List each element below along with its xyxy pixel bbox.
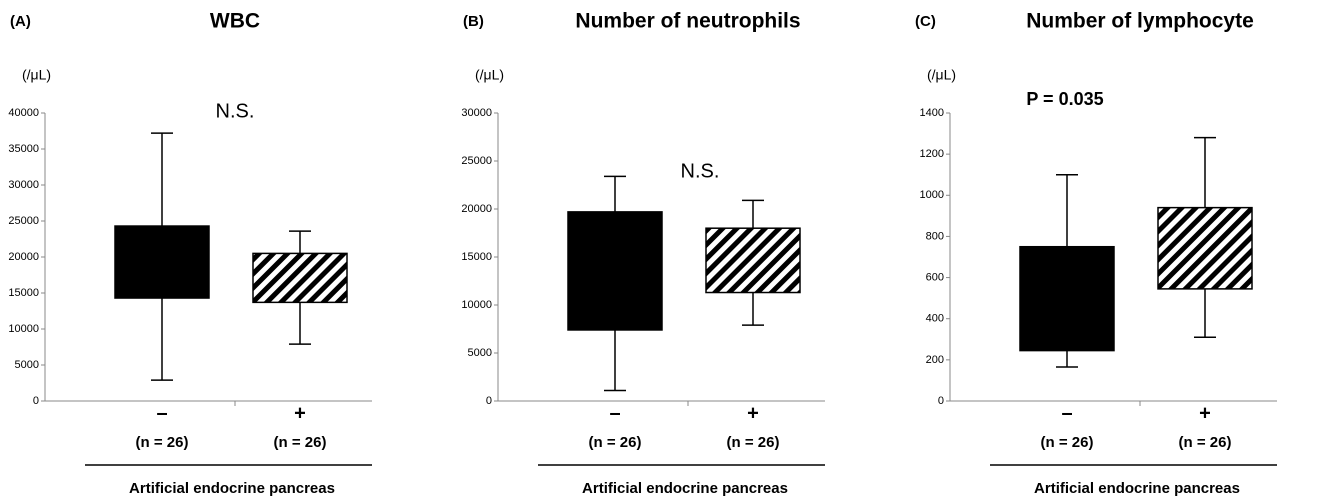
y-tick-label: 1200: [920, 148, 944, 160]
y-tick-label: 5000: [468, 347, 492, 359]
y-unit-label: (/μL): [475, 67, 504, 83]
y-tick-label: 25000: [8, 215, 39, 227]
box: [252, 252, 348, 304]
y-tick-label: 30000: [8, 179, 39, 191]
y-tick-label: 15000: [461, 251, 492, 263]
n-label: (n = 26): [274, 434, 327, 451]
x-tick-label: –: [1061, 402, 1072, 424]
n-label: (n = 26): [727, 434, 780, 451]
x-tick-label: –: [609, 402, 620, 424]
y-tick-label: 10000: [8, 323, 39, 335]
panel-label: (B): [463, 13, 484, 30]
n-label: (n = 26): [589, 434, 642, 451]
y-tick-label: 400: [926, 313, 944, 325]
box: [114, 225, 210, 299]
y-tick-label: 800: [926, 230, 944, 242]
annotation: N.S.: [681, 160, 720, 182]
x-tick-label: +: [294, 402, 306, 424]
x-tick-label: +: [747, 402, 759, 424]
x-axis-title: Artificial endocrine pancreas: [1034, 480, 1240, 497]
y-tick-label: 25000: [461, 155, 492, 167]
n-label: (n = 26): [136, 434, 189, 451]
y-tick-label: 40000: [8, 107, 39, 119]
panel-label: (A): [10, 13, 31, 30]
y-tick-label: 35000: [8, 143, 39, 155]
chart-title: Number of neutrophils: [575, 10, 800, 33]
box: [705, 227, 801, 294]
chart-title: WBC: [210, 10, 260, 33]
annotation: N.S.: [216, 100, 255, 122]
y-unit-label: (/μL): [22, 67, 51, 83]
y-tick-label: 200: [926, 354, 944, 366]
y-tick-label: 20000: [461, 203, 492, 215]
y-tick-label: 1000: [920, 189, 944, 201]
panel-label: (C): [915, 13, 936, 30]
y-unit-label: (/μL): [927, 67, 956, 83]
box: [1019, 245, 1115, 352]
y-tick-label: 1400: [920, 107, 944, 119]
n-label: (n = 26): [1179, 434, 1232, 451]
x-tick-label: –: [156, 402, 167, 424]
x-axis-title: Artificial endocrine pancreas: [129, 480, 335, 497]
box: [1157, 206, 1253, 290]
y-tick-label: 10000: [461, 299, 492, 311]
y-tick-label: 0: [486, 395, 492, 407]
x-tick-label: +: [1199, 402, 1211, 424]
annotation: P = 0.035: [1026, 89, 1103, 109]
chart-title: Number of lymphocyte: [1026, 10, 1254, 33]
box: [567, 211, 663, 331]
y-tick-label: 0: [33, 395, 39, 407]
y-tick-label: 0: [938, 395, 944, 407]
y-tick-label: 15000: [8, 287, 39, 299]
y-tick-label: 30000: [461, 107, 492, 119]
y-tick-label: 600: [926, 271, 944, 283]
y-tick-label: 5000: [15, 359, 39, 371]
x-axis-title: Artificial endocrine pancreas: [582, 480, 788, 497]
n-label: (n = 26): [1041, 434, 1094, 451]
y-tick-label: 20000: [8, 251, 39, 263]
